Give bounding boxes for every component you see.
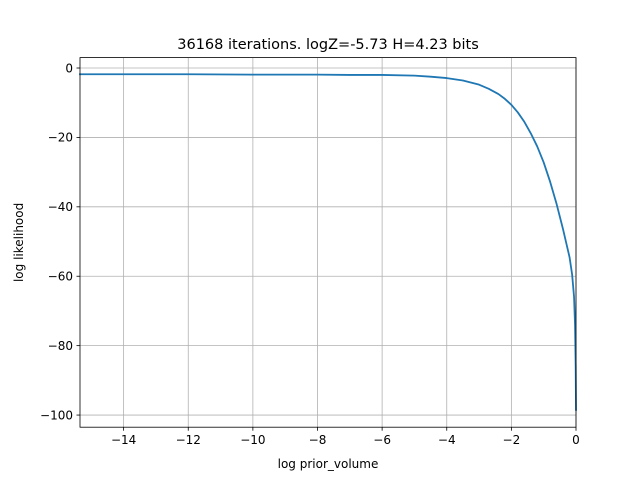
x-axis-ticks: −14 −12 −10 −8 −6 −4 −2 0 xyxy=(111,427,580,447)
x-axis-label: log prior_volume xyxy=(278,457,379,471)
y-axis-ticks: 0 −20 −40 −60 −80 −100 xyxy=(40,61,80,422)
data-series xyxy=(79,73,577,411)
chart-title: 36168 iterations. logZ=-5.73 H=4.23 bits xyxy=(177,37,479,53)
y-tick-label: −20 xyxy=(48,131,73,145)
y-tick-label: −60 xyxy=(48,270,73,284)
x-tick-label: −10 xyxy=(240,433,265,447)
y-tick-label: −100 xyxy=(40,408,73,422)
plot-frame xyxy=(79,57,577,428)
series-line xyxy=(79,73,577,411)
x-tick-label: −4 xyxy=(438,433,456,447)
y-tick-label: 0 xyxy=(65,61,73,75)
x-tick-label: −2 xyxy=(503,433,521,447)
y-axis-label: log likelihood xyxy=(12,203,26,282)
x-tick-label: 0 xyxy=(572,433,580,447)
x-tick-label: −8 xyxy=(309,433,327,447)
x-tick-label: −12 xyxy=(176,433,201,447)
y-tick-label: −40 xyxy=(48,200,73,214)
plot-area xyxy=(80,57,576,428)
x-tick-label: −6 xyxy=(373,433,391,447)
y-tick-label: −80 xyxy=(48,339,73,353)
x-tick-label: −14 xyxy=(111,433,136,447)
